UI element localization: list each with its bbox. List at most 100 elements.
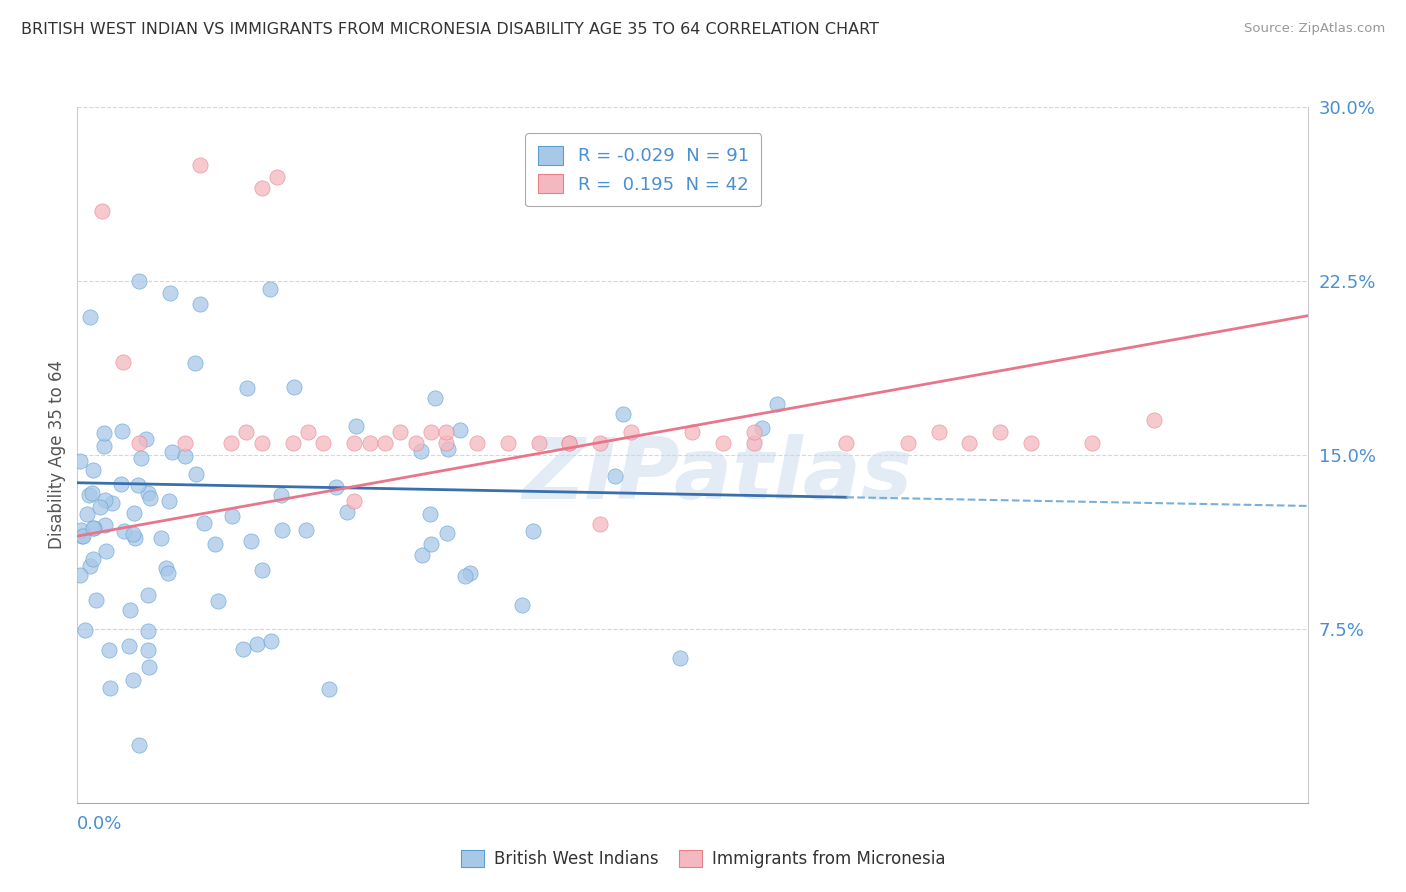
Point [957,436,980,450]
Point [271,523,294,537]
Point [558,436,581,450]
Point [72,529,94,543]
Point [77,488,100,502]
Point [174,436,197,450]
Point [129,450,152,465]
Point [84,592,107,607]
Point [98,681,121,695]
Point [742,425,765,439]
Point [207,593,229,607]
Point [344,419,367,434]
Point [266,169,288,184]
Point [139,491,162,505]
Point [76,507,98,521]
Point [260,633,283,648]
Point [420,536,443,550]
Point [343,436,366,450]
Point [69,568,91,582]
Point [250,436,273,450]
Text: 0.0%: 0.0% [77,815,122,833]
Point [124,531,146,545]
Point [436,525,458,540]
Point [159,285,181,300]
Point [136,588,159,602]
Point [160,445,183,459]
Point [336,505,359,519]
Point [603,468,626,483]
Point [157,566,180,581]
Point [589,436,612,450]
Point [419,508,441,522]
Point [98,642,121,657]
Point [79,310,101,325]
Point [527,436,550,450]
Text: BRITISH WEST INDIAN VS IMMIGRANTS FROM MICRONESIA DISABILITY AGE 35 TO 64 CORREL: BRITISH WEST INDIAN VS IMMIGRANTS FROM M… [21,22,879,37]
Point [281,436,304,450]
Point [988,425,1011,439]
Point [112,524,135,538]
Point [94,518,117,533]
Point [742,436,765,450]
Legend: R = -0.029  N = 91, R =  0.195  N = 42: R = -0.029 N = 91, R = 0.195 N = 42 [526,134,761,206]
Point [122,673,145,687]
Point [93,426,115,441]
Point [1019,436,1042,450]
Point [612,407,634,421]
Point [766,397,789,411]
Point [589,517,612,532]
Point [149,531,172,545]
Point [174,449,197,463]
Legend: British West Indians, Immigrants from Micronesia: British West Indians, Immigrants from Mi… [454,843,952,875]
Text: ZIPatlas: ZIPatlas [522,434,912,517]
Point [127,478,149,492]
Point [111,425,134,439]
Point [411,548,433,562]
Point [118,603,141,617]
Point [219,436,242,450]
Point [436,425,458,439]
Point [835,436,858,450]
Point [221,509,243,524]
Point [897,436,920,450]
Point [118,639,141,653]
Point [1143,413,1166,427]
Point [94,493,117,508]
Point [70,523,93,537]
Point [82,551,104,566]
Point [155,560,177,574]
Point [259,282,281,296]
Point [270,488,292,502]
Text: Source: ZipAtlas.com: Source: ZipAtlas.com [1244,22,1385,36]
Point [318,682,340,697]
Point [128,274,150,288]
Point [374,436,396,450]
Point [122,506,145,520]
Point [83,521,105,535]
Point [193,516,215,530]
Point [110,476,132,491]
Point [136,624,159,639]
Point [135,432,157,446]
Point [558,436,581,450]
Point [405,436,427,450]
Point [928,425,950,439]
Point [458,566,481,580]
Point [669,651,692,665]
Point [510,598,533,612]
Point [89,500,111,514]
Point [465,436,488,450]
Point [751,420,773,434]
Point [436,436,458,450]
Point [236,381,259,395]
Point [188,158,212,172]
Point [121,527,143,541]
Point [93,439,115,453]
Point [94,544,117,558]
Point [136,486,159,500]
Point [250,564,273,578]
Point [325,480,347,494]
Point [522,524,544,538]
Point [682,425,704,439]
Point [312,436,335,450]
Point [411,444,433,458]
